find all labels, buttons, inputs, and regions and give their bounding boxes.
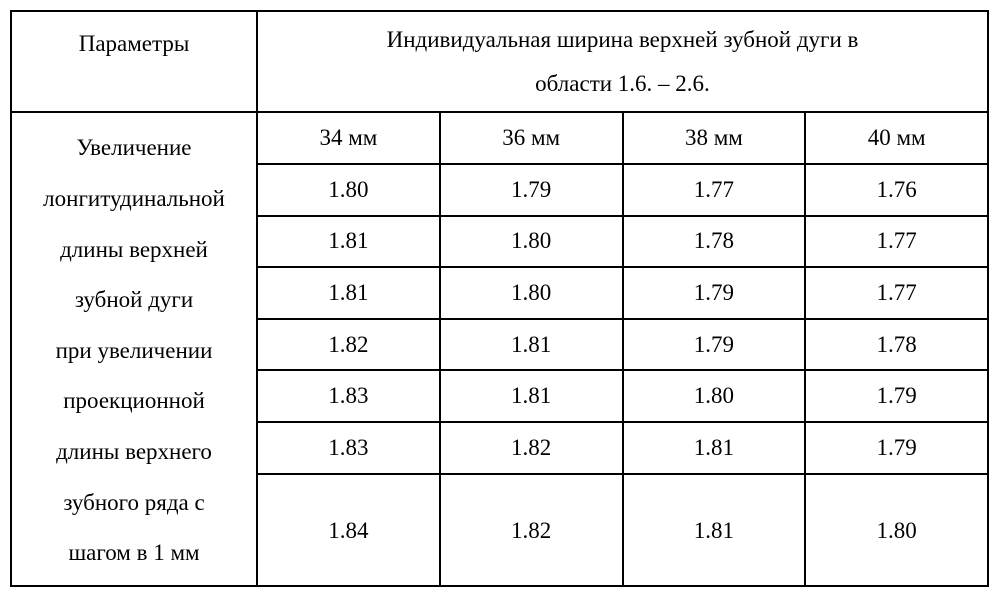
- cell: 1.80: [257, 164, 440, 216]
- cell: 1.79: [623, 319, 806, 371]
- cell: 1.80: [805, 474, 988, 586]
- cell: 1.77: [805, 267, 988, 319]
- parameter-cell: Увеличение лонгитудинальной длины верхне…: [11, 112, 257, 585]
- cell: 1.84: [257, 474, 440, 586]
- cell: 1.76: [805, 164, 988, 216]
- param-line-3: зубной дуги: [75, 287, 193, 312]
- cell: 1.77: [623, 164, 806, 216]
- cell: 1.79: [623, 267, 806, 319]
- cell: 1.80: [623, 370, 806, 422]
- col-header-3: 40 мм: [805, 112, 988, 164]
- cell: 1.83: [257, 422, 440, 474]
- param-line-8: шагом в 1 мм: [68, 540, 199, 565]
- param-line-1: лонгитудинальной: [43, 186, 225, 211]
- cell: 1.81: [257, 216, 440, 268]
- cell: 1.81: [623, 422, 806, 474]
- cell: 1.79: [805, 370, 988, 422]
- cell: 1.79: [805, 422, 988, 474]
- cell: 1.79: [440, 164, 623, 216]
- cell: 1.77: [805, 216, 988, 268]
- param-line-0: Увеличение: [76, 135, 191, 160]
- param-line-2: длины верхней: [60, 237, 208, 262]
- cell: 1.82: [440, 474, 623, 586]
- cell: 1.81: [623, 474, 806, 586]
- col-header-2: 38 мм: [623, 112, 806, 164]
- param-line-5: проекционной: [63, 388, 205, 413]
- header-span-line1: Индивидуальная ширина верхней зубной дуг…: [387, 27, 859, 52]
- cell: 1.81: [440, 319, 623, 371]
- cell: 1.78: [805, 319, 988, 371]
- cell: 1.80: [440, 267, 623, 319]
- param-line-6: длины верхнего: [56, 439, 212, 464]
- cell: 1.81: [440, 370, 623, 422]
- data-table: Параметры Индивидуальная ширина верхней …: [10, 10, 989, 587]
- header-span: Индивидуальная ширина верхней зубной дуг…: [257, 11, 988, 112]
- cell: 1.82: [440, 422, 623, 474]
- col-header-0: 34 мм: [257, 112, 440, 164]
- cell: 1.81: [257, 267, 440, 319]
- param-line-7: зубного ряда с: [63, 490, 204, 515]
- header-parameters: Параметры: [11, 11, 257, 112]
- cell: 1.82: [257, 319, 440, 371]
- param-line-4: при увеличении: [56, 338, 213, 363]
- cell: 1.83: [257, 370, 440, 422]
- cell: 1.80: [440, 216, 623, 268]
- cell: 1.78: [623, 216, 806, 268]
- col-header-1: 36 мм: [440, 112, 623, 164]
- header-span-line2: области 1.6. – 2.6.: [535, 71, 710, 96]
